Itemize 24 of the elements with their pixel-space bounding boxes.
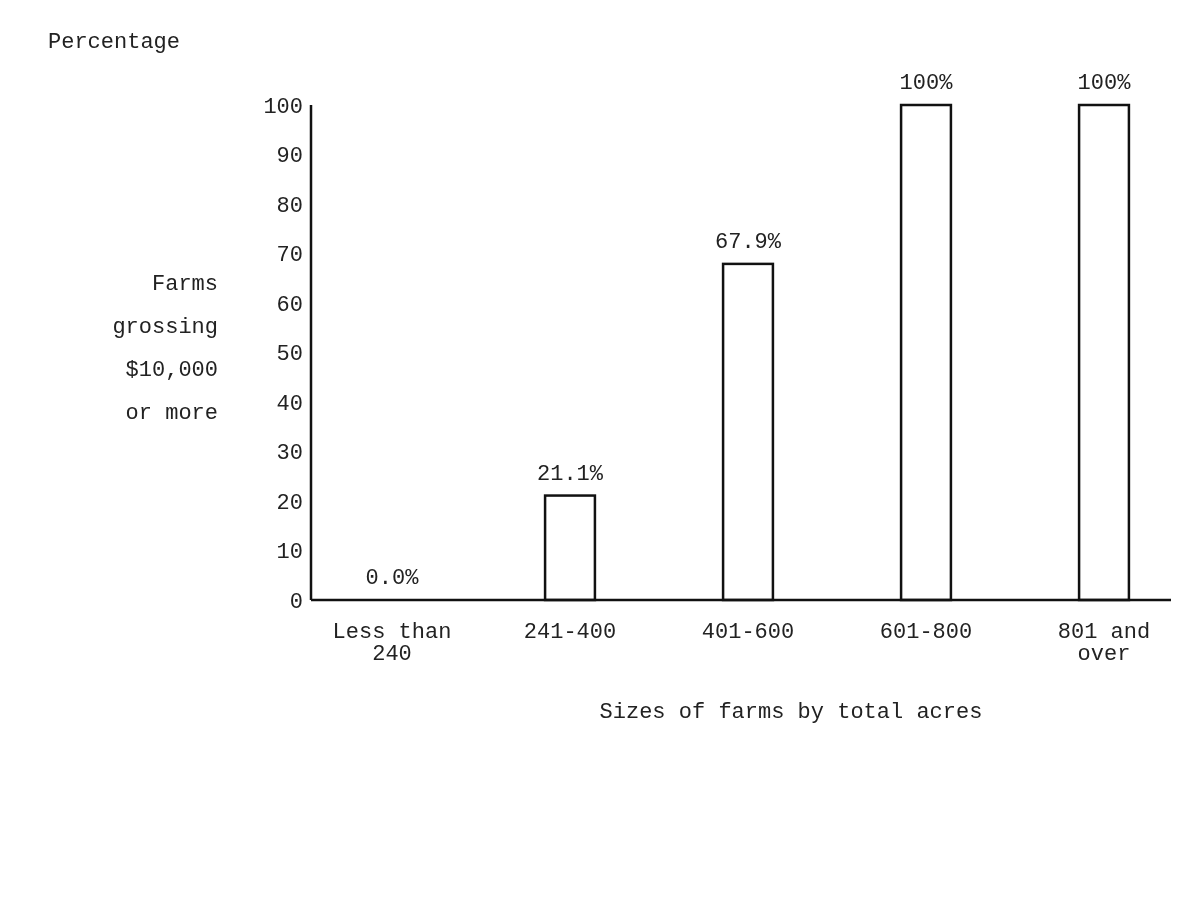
text: Percentage [48, 30, 181, 55]
y-tick-label: 0 [289, 589, 303, 615]
y-tick-label: 70 [276, 243, 303, 269]
data-label: 67.9% [714, 229, 782, 255]
y-tick-label: 10 [276, 540, 303, 566]
data-label: 21.1% [536, 461, 604, 487]
data-label: 0.0% [365, 566, 420, 591]
x-tick-label: 601-800 [879, 620, 973, 645]
y-axis-title: Farms grossing $10,000 or more [112, 272, 218, 426]
y-tick-label: 20 [276, 490, 303, 516]
x-tick-label: 241-400 [523, 620, 617, 645]
x-tick-label: 401-600 [701, 620, 795, 645]
x-axis-title: Sizes of farms by total acres [599, 700, 983, 725]
y-tick-label: 100 [263, 94, 303, 120]
y-tick-label: 60 [276, 292, 303, 318]
y-tick-label: 50 [276, 342, 303, 368]
y-tick-label: 40 [276, 391, 303, 417]
y-tick-label: 30 [276, 441, 303, 467]
y-tick-label: 90 [276, 144, 303, 170]
y-tick-label: 80 [276, 193, 303, 219]
data-label: 100% [899, 71, 954, 96]
data-label: 100% [1077, 71, 1132, 96]
x-tick-label: Less than 240 [332, 620, 452, 667]
x-tick-label: 801 and over [1057, 620, 1151, 667]
